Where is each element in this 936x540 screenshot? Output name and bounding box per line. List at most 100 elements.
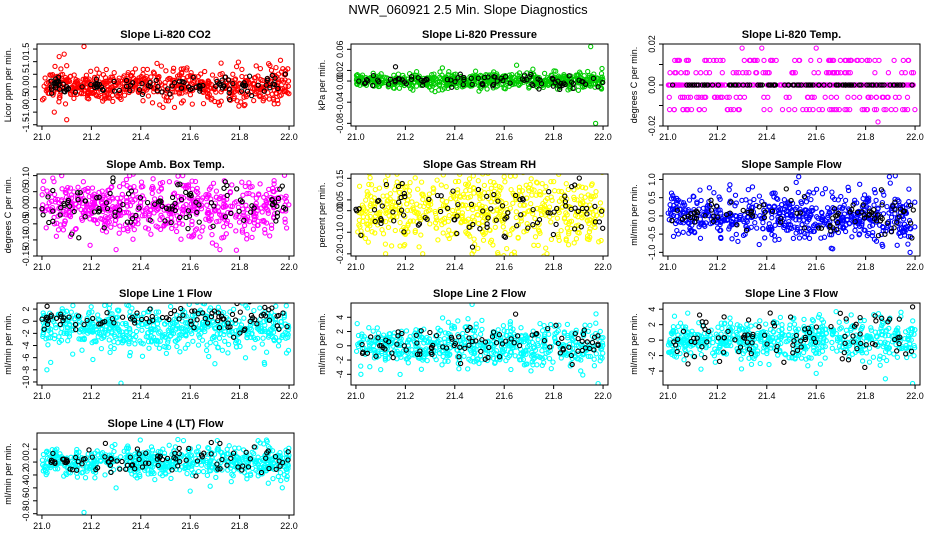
data-point [102, 81, 108, 88]
data-point [43, 314, 50, 320]
data-point [902, 70, 908, 76]
data-point [372, 213, 379, 219]
data-point [270, 81, 276, 87]
data-point [217, 246, 223, 253]
data-point [169, 320, 176, 327]
data-point [163, 68, 169, 74]
data-point [119, 191, 125, 198]
data-point [408, 76, 415, 82]
data-point [406, 188, 413, 194]
data-point [268, 67, 275, 73]
data-point [270, 201, 276, 207]
data-point [179, 221, 186, 227]
data-point [138, 73, 144, 80]
data-point [156, 317, 162, 323]
x-tick-label: 22.0 [594, 132, 612, 142]
data-point [726, 82, 733, 88]
y-tick-label: 0.00 [647, 76, 657, 94]
data-point [273, 218, 279, 224]
data-point [543, 184, 549, 190]
data-point [94, 66, 100, 72]
data-point [354, 78, 360, 84]
data-point [575, 229, 581, 236]
data-point [687, 214, 694, 221]
data-point [63, 330, 70, 337]
data-point [140, 341, 146, 347]
data-point [789, 213, 795, 219]
data-point [907, 233, 914, 240]
data-point [798, 199, 804, 205]
data-point [96, 205, 102, 212]
data-point [362, 235, 369, 242]
data-point [507, 174, 514, 179]
data-point [183, 89, 189, 95]
data-point [279, 334, 285, 340]
data-point [171, 80, 178, 86]
data-point [119, 329, 125, 335]
data-point [111, 78, 117, 85]
data-point [724, 94, 730, 100]
data-point [263, 198, 269, 204]
data-point [866, 57, 873, 64]
data-point [719, 94, 725, 100]
data-point [578, 224, 584, 230]
data-point [790, 235, 797, 242]
plot-frame [36, 302, 295, 386]
data-point [843, 57, 849, 64]
data-point [185, 341, 191, 348]
data-point [786, 218, 792, 225]
data-point [57, 212, 63, 218]
data-point [233, 199, 239, 205]
data-point [377, 209, 383, 215]
data-point [894, 82, 900, 88]
data-point [189, 308, 195, 314]
data-point [679, 216, 686, 222]
data-point [877, 82, 883, 88]
x-tick-label: 21.6 [495, 262, 513, 272]
data-point [505, 210, 511, 216]
data-point [80, 179, 87, 185]
data-point [490, 192, 496, 199]
data-point [753, 70, 759, 76]
data-point [206, 186, 213, 192]
data-point [525, 208, 531, 215]
data-point [669, 218, 675, 224]
y-axis-label: ml/min per min. [629, 184, 639, 246]
data-point [90, 321, 96, 328]
data-point [516, 70, 523, 76]
data-point [484, 212, 490, 219]
data-point [886, 174, 893, 180]
data-point [207, 224, 214, 231]
data-point [248, 331, 255, 337]
data-point [465, 195, 471, 201]
data-point [259, 209, 265, 215]
data-point [908, 70, 915, 76]
data-point [162, 79, 168, 86]
data-point [595, 84, 601, 90]
data-point [856, 232, 862, 238]
data-point [383, 181, 390, 188]
data-point [197, 334, 203, 341]
data-point [415, 222, 422, 228]
data-point [163, 315, 170, 321]
data-point [220, 224, 227, 230]
data-point [477, 196, 483, 202]
data-point [262, 304, 268, 311]
data-point [813, 186, 820, 192]
data-point [158, 63, 165, 69]
data-point [178, 326, 184, 332]
data-point [275, 195, 282, 202]
data-point [42, 75, 48, 81]
data-point [449, 84, 455, 90]
data-point [502, 179, 508, 185]
data-point [697, 235, 704, 241]
data-point [751, 196, 757, 203]
data-point [891, 219, 898, 225]
data-point [730, 106, 737, 113]
data-point [95, 209, 102, 215]
data-point [888, 106, 894, 113]
data-point [140, 98, 146, 104]
data-point [831, 206, 838, 212]
data-point [102, 303, 108, 309]
data-point [822, 186, 829, 192]
